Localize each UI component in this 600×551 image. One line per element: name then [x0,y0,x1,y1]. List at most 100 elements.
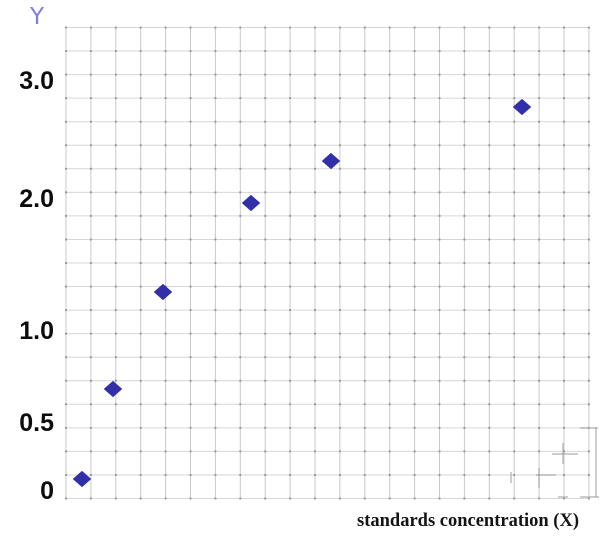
grid-dot [189,426,192,429]
grid-dot [538,73,541,76]
grid-dot [289,97,292,100]
grid-dot [538,26,541,29]
grid-dot [587,450,590,453]
grid-dot [438,403,441,406]
grid-dot [139,285,142,288]
grid-dot [314,497,316,500]
grid-dot [463,497,466,500]
grid-dot [513,285,516,288]
y-tick-label: 3.0 [19,67,54,95]
grid-dot [338,73,341,76]
grid-dot [338,144,341,147]
grid-dot [189,73,192,76]
grid-dot [413,262,416,264]
grid-dot [289,50,292,53]
grid-dot [164,426,167,429]
grid-dot [289,73,292,76]
grid-dot [388,473,391,476]
grid-dot [413,450,416,453]
grid-dot [264,332,267,335]
grid-dot [264,144,267,147]
grid-dot [89,167,92,170]
grid-dot [463,403,466,406]
grid-dot [413,167,416,170]
grid-dot [314,120,316,123]
grid-dot [289,426,292,429]
grid-dot [214,403,217,406]
grid-dot [264,285,267,288]
grid-dot [538,356,541,359]
grid-dot [413,356,416,359]
grid-dot [289,309,292,312]
grid-dot [513,238,516,241]
grid-dot [363,73,366,76]
grid-dot [338,238,341,241]
grid-dot [563,73,565,76]
grid-dot [438,191,441,194]
grid-dot [189,50,192,53]
grid-dot [289,497,292,500]
grid-dot [164,497,167,500]
grid-dot [89,26,92,29]
grid-dot [214,450,217,453]
grid-dot [214,426,217,429]
grid-dot [289,262,292,264]
y-tick-label: 1.0 [19,317,54,345]
grid-dot [65,473,67,476]
grid-dot [363,238,366,241]
grid-dot [563,379,565,382]
grid-dot [388,262,391,264]
grid-dot [538,167,541,170]
grid-dot [488,497,491,500]
grid-dot [289,285,292,288]
grid-dot [65,167,67,170]
grid-dot [488,473,491,476]
grid-dot [164,379,167,382]
grid-dot [65,238,67,241]
grid-dot [463,285,466,288]
grid-dot [239,167,242,170]
grid-dot [563,26,565,29]
grid-dot [388,238,391,241]
grid-dot [463,97,466,100]
grid-dot [563,309,565,312]
grid-dot [413,26,416,29]
grid-dot [89,214,92,217]
data-points [73,99,531,487]
grid-dot [587,214,590,217]
grid-dot [89,144,92,147]
grid-dot [563,97,565,100]
grid-dot [538,50,541,53]
grid-dot [488,262,491,264]
grid-dot [587,262,590,264]
grid-dots [65,26,590,500]
grid-dot [463,262,466,264]
grid-dot [139,309,142,312]
grid-dot [114,97,117,100]
grid-dot [463,332,466,335]
grid-dot [114,144,117,147]
grid-dot [314,309,316,312]
grid-dot [189,97,192,100]
grid-dot [114,238,117,241]
grid-dot [463,426,466,429]
grid-dot [164,214,167,217]
grid-dot [538,426,541,429]
grid-dot [89,356,92,359]
grid-dot [388,309,391,312]
grid-dot [214,167,217,170]
grid-dot [587,473,590,476]
grid-dot [164,262,167,264]
grid-dot [513,120,516,123]
grid-dot [89,262,92,264]
grid-dot [89,50,92,53]
grid-dot [89,191,92,194]
grid-dot [563,285,565,288]
grid-dot [65,191,67,194]
grid-dot [438,120,441,123]
grid-dot [513,262,516,264]
grid-dot [214,309,217,312]
grid-dot [488,403,491,406]
grid-dot [363,120,366,123]
